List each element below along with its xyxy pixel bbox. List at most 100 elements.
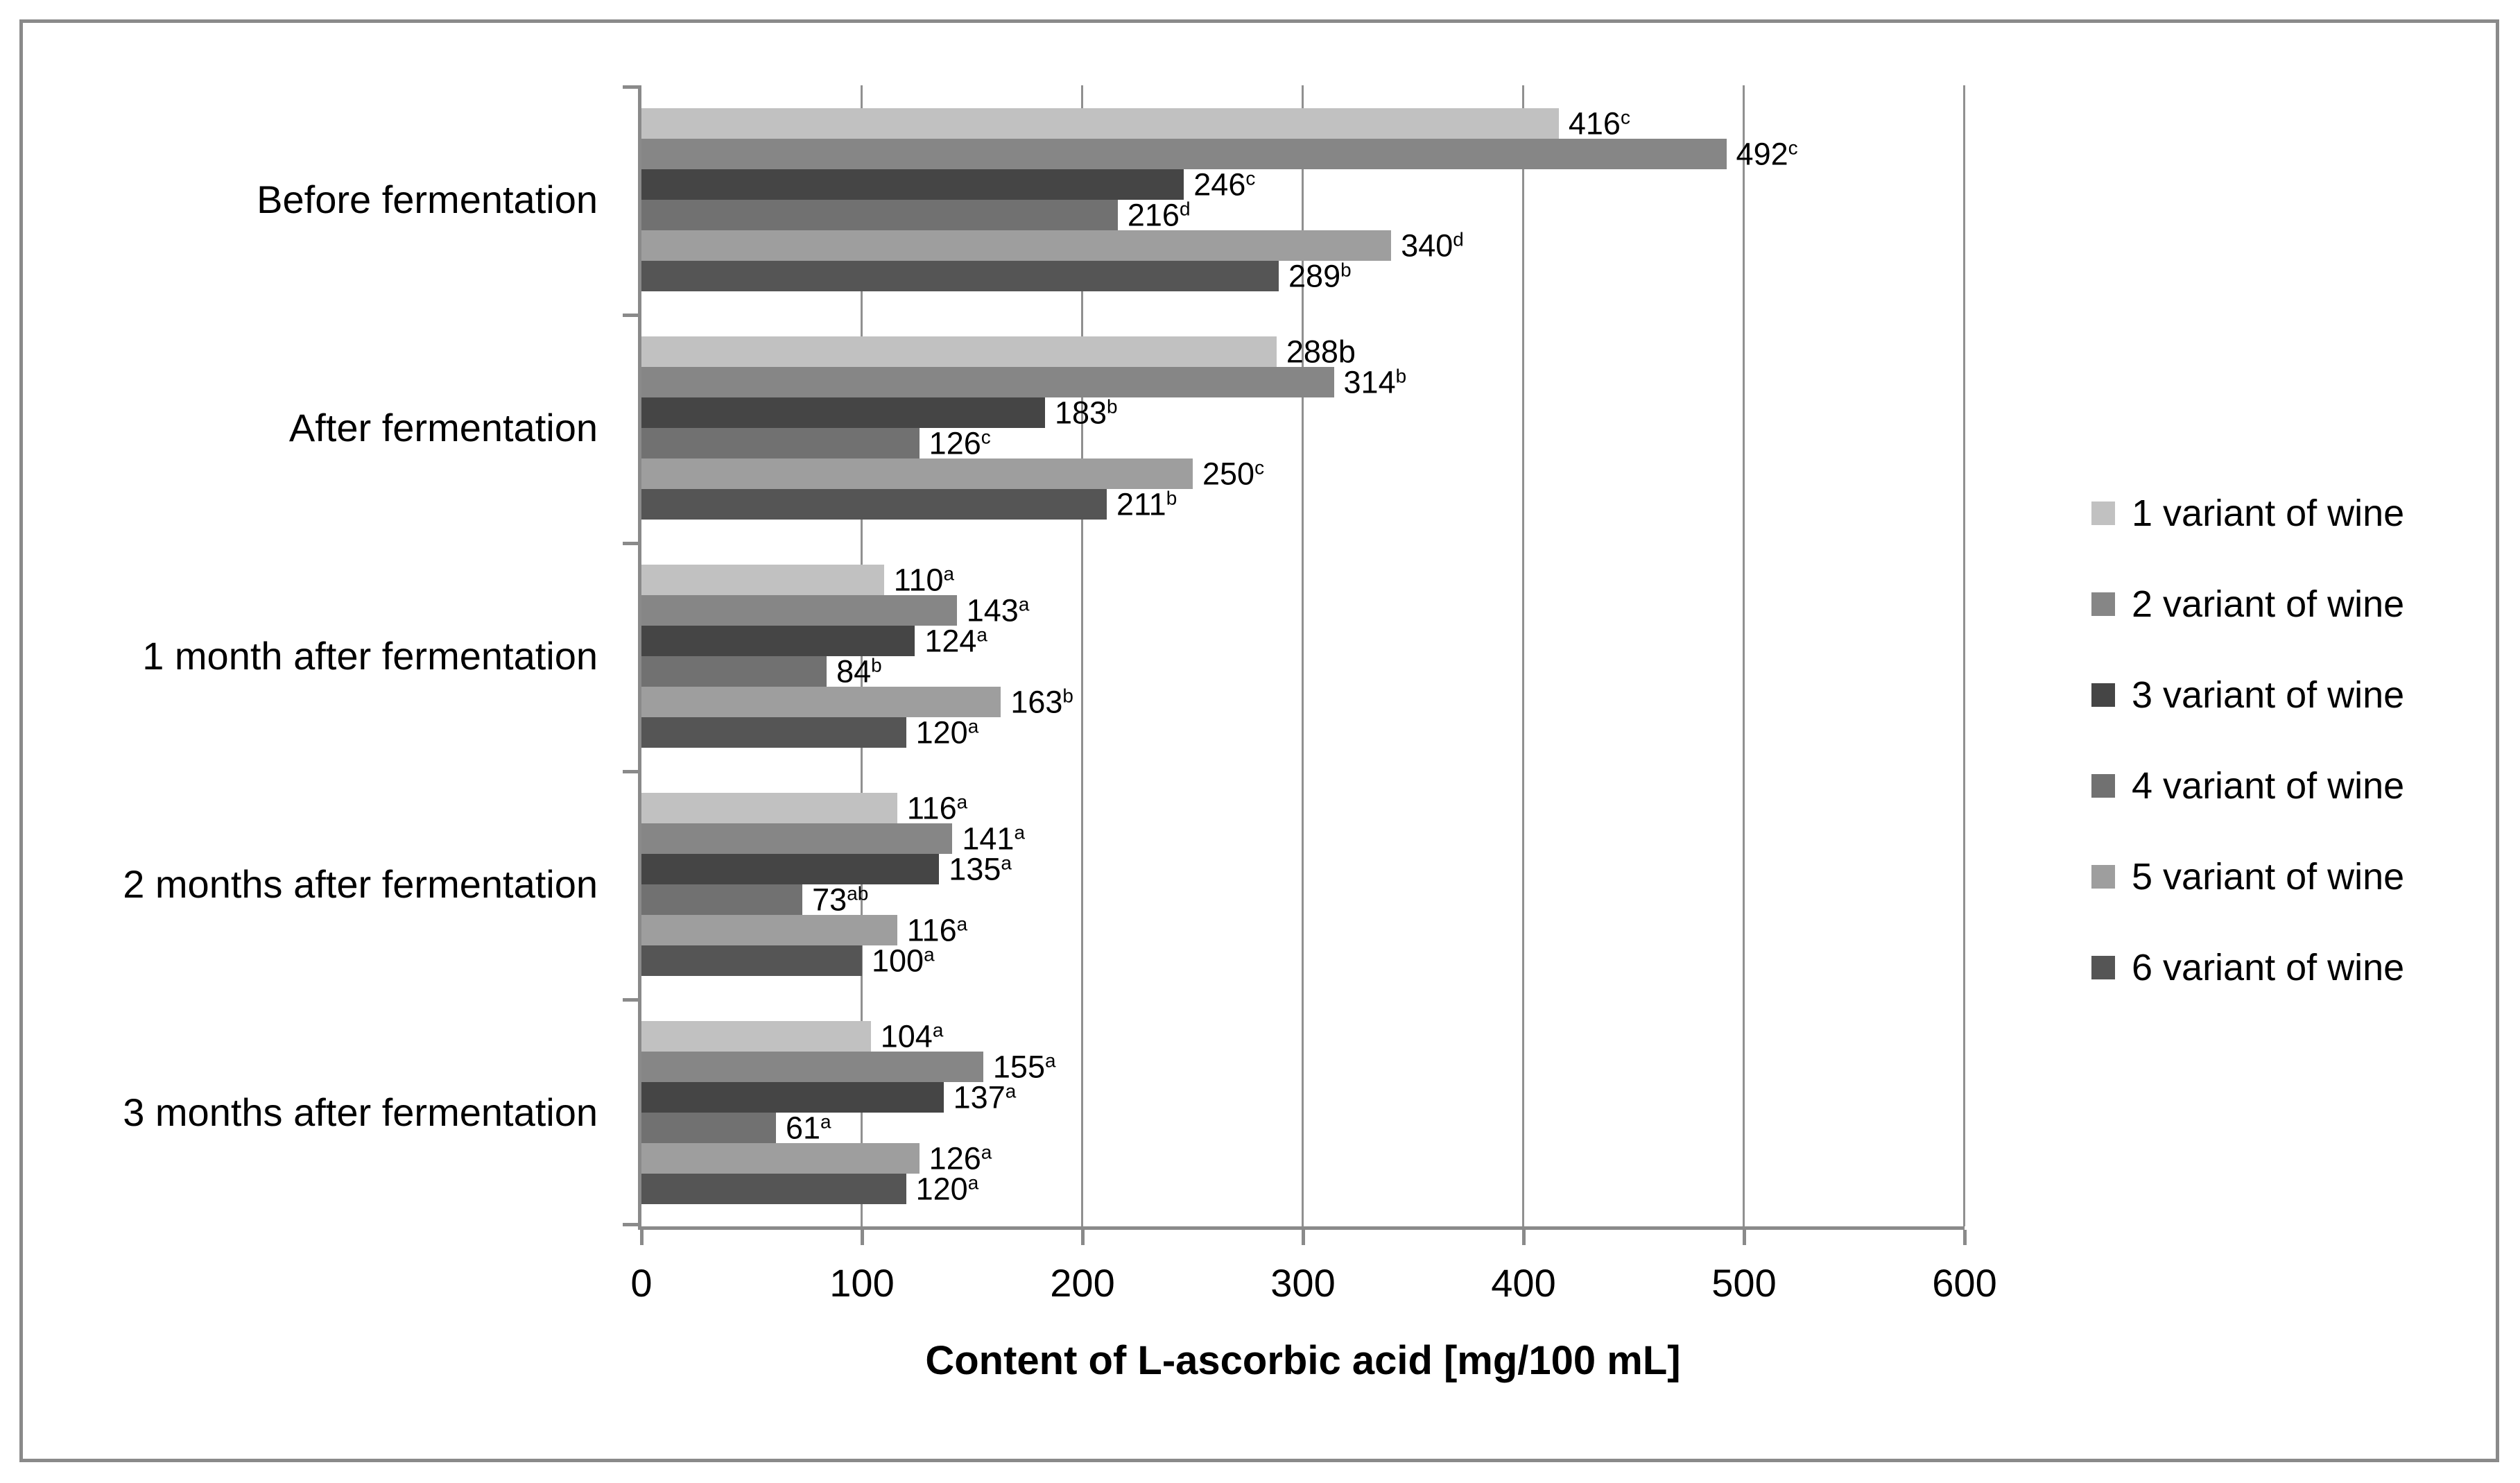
- bar-label: 340d: [1401, 228, 1464, 264]
- legend-label: 3 variant of wine: [2132, 674, 2405, 716]
- gridline-600: [1963, 85, 1965, 1226]
- bar-series4: 61a: [641, 1112, 831, 1144]
- bar-series1: 288b: [641, 336, 1356, 368]
- bar-label-superscript: a: [1005, 1080, 1017, 1102]
- bar-label: 492c: [1736, 136, 1798, 172]
- bar-label: 73ab: [812, 882, 869, 918]
- legend-swatch: [2091, 592, 2115, 616]
- x-tick-label: 100: [829, 1261, 895, 1305]
- bar-label-superscript: c: [1245, 167, 1256, 189]
- bar-label-superscript: b: [871, 654, 882, 676]
- bar-series2: 314b: [641, 366, 1406, 398]
- y-tick-mark-3: [623, 770, 641, 773]
- bar-label-superscript: a: [943, 563, 955, 585]
- legend-item-6: 6 variant of wine: [2091, 948, 2404, 987]
- bar-series1: 104a: [641, 1020, 943, 1052]
- bar-label-superscript: d: [1453, 228, 1464, 250]
- x-tick-mark-300: [1302, 1230, 1305, 1245]
- legend-swatch: [2091, 956, 2115, 979]
- bar-label-superscript: a: [967, 1172, 979, 1194]
- bar-label-superscript: b: [1062, 685, 1073, 707]
- x-tick-label: 0: [630, 1261, 653, 1305]
- legend-item-1: 1 variant of wine: [2091, 494, 2404, 533]
- bar-label: 110a: [893, 562, 955, 598]
- bar-label-superscript: c: [1254, 456, 1265, 479]
- bar-label-superscript: a: [932, 1019, 944, 1041]
- bar-label: 124a: [924, 623, 987, 659]
- bar-label: 288b: [1286, 334, 1356, 370]
- bar-label-superscript: b: [1395, 365, 1407, 387]
- category-label: Before fermentation: [257, 178, 598, 221]
- bar-series6: 289b: [641, 260, 1352, 292]
- bar-series6: 120a: [641, 717, 978, 748]
- bar-label-superscript: d: [1179, 198, 1191, 220]
- bar-label: 289b: [1288, 258, 1352, 294]
- bar-label-superscript: a: [820, 1111, 831, 1133]
- x-tick-label: 600: [1932, 1261, 1997, 1305]
- bar-label: 183b: [1054, 395, 1118, 431]
- bar-label-superscript: b: [1166, 487, 1177, 509]
- legend-swatch: [2091, 683, 2115, 707]
- bar-series5: 250c: [641, 458, 1264, 490]
- bar-label: 216d: [1127, 197, 1191, 233]
- bar-label: 163b: [1010, 684, 1073, 720]
- bar-label: 250c: [1202, 456, 1265, 492]
- bar-series2: 155a: [641, 1051, 1056, 1083]
- x-tick-label: 500: [1711, 1261, 1777, 1305]
- category-label: After fermentation: [288, 406, 598, 449]
- y-tick-mark-1: [623, 314, 641, 317]
- bar-series5: 340d: [641, 230, 1464, 262]
- bar-label-superscript: a: [981, 1141, 992, 1163]
- x-axis-title: Content of L-ascorbic acid [mg/100 mL]: [925, 1338, 1681, 1383]
- legend-label: 5 variant of wine: [2132, 856, 2405, 898]
- bar-label-superscript: a: [1014, 821, 1025, 843]
- legend-label: 1 variant of wine: [2132, 492, 2405, 534]
- x-tick-mark-100: [861, 1230, 864, 1245]
- bar-label: 126c: [929, 425, 991, 461]
- bar-label-superscript: a: [1044, 1049, 1056, 1072]
- bar-series4: 73ab: [641, 884, 868, 916]
- bar-series3: 135a: [641, 853, 1012, 885]
- x-tick-mark-0: [640, 1230, 644, 1245]
- y-tick-mark-5: [623, 1223, 641, 1226]
- legend-label: 4 variant of wine: [2132, 765, 2405, 807]
- chart-border: [19, 19, 2499, 1462]
- gridline-400: [1522, 85, 1524, 1226]
- bar-group: 288b 314b 183b 126c 250c 211b: [641, 314, 1965, 542]
- x-tick-mark-200: [1081, 1230, 1085, 1245]
- bar-series5: 163b: [641, 686, 1073, 718]
- bar-label-superscript: c: [1620, 106, 1630, 128]
- bar-label: 211b: [1116, 486, 1177, 522]
- legend-item-3: 3 variant of wine: [2091, 676, 2404, 714]
- y-tick-mark-2: [623, 542, 641, 545]
- bar-label: 61a: [785, 1110, 831, 1146]
- bar-label: 135a: [949, 851, 1012, 887]
- bar-label-superscript: a: [1018, 593, 1030, 615]
- y-tick-mark-0: [623, 85, 641, 89]
- bar-label-superscript: b: [1107, 395, 1118, 418]
- bar-label: 314b: [1343, 364, 1407, 400]
- x-tick-mark-600: [1963, 1230, 1967, 1245]
- legend-swatch: [2091, 865, 2115, 889]
- bar-label-superscript: c: [981, 426, 991, 448]
- bar-series1: 116a: [641, 792, 967, 824]
- x-tick-label: 200: [1050, 1261, 1115, 1305]
- y-axis-line: [638, 85, 641, 1226]
- bar-label: 116a: [906, 912, 968, 948]
- bar-series6: 100a: [641, 945, 935, 977]
- legend-item-2: 2 variant of wine: [2091, 585, 2404, 624]
- gridline-300: [1302, 85, 1304, 1226]
- bar-label-superscript: ab: [847, 882, 869, 905]
- bar-series6: 211b: [641, 488, 1177, 520]
- bar-label-superscript: a: [956, 913, 968, 935]
- bar-series3: 183b: [641, 397, 1118, 429]
- bar-series1: 110a: [641, 564, 954, 596]
- x-axis-line: [638, 1226, 1965, 1230]
- bar-label: 116a: [906, 790, 968, 826]
- bar-label: 155a: [992, 1049, 1056, 1085]
- bar-label: 100a: [872, 943, 935, 979]
- bar-series2: 141a: [641, 823, 1025, 855]
- bar-label: 246c: [1193, 166, 1256, 203]
- bar-series2: 143a: [641, 594, 1029, 626]
